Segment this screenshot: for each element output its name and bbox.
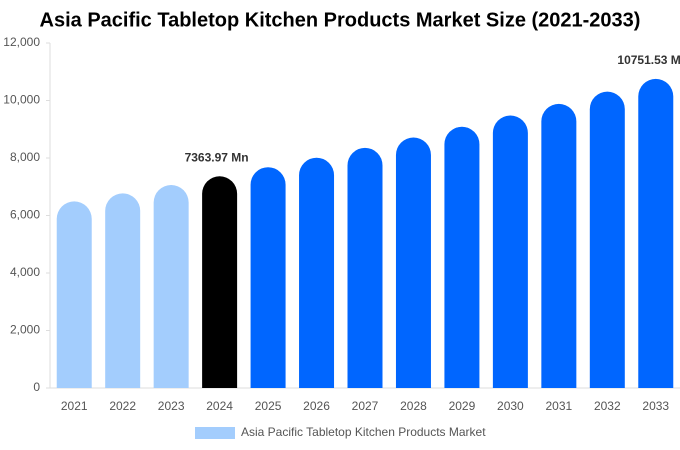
x-tick-label: 2032 xyxy=(594,399,621,413)
y-tick-label: 4,000 xyxy=(10,265,40,279)
x-tick-label: 2026 xyxy=(303,399,330,413)
x-tick-label: 2021 xyxy=(61,399,88,413)
bar xyxy=(299,157,335,388)
x-tick-label: 2027 xyxy=(352,399,379,413)
y-tick-label: 12,000 xyxy=(3,35,40,49)
y-tick-label: 0 xyxy=(33,380,40,394)
value-label: 7363.97 Mn xyxy=(185,150,249,164)
bar xyxy=(347,147,383,388)
bar xyxy=(105,193,141,388)
x-tick-label: 2031 xyxy=(545,399,572,413)
bar xyxy=(153,185,189,388)
legend-swatch xyxy=(195,427,235,439)
x-tick-label: 2028 xyxy=(400,399,427,413)
bar xyxy=(638,78,674,389)
bar xyxy=(589,91,625,389)
value-label: 10751.53 Mn xyxy=(617,53,680,67)
x-tick-label: 2030 xyxy=(497,399,524,413)
bar xyxy=(395,137,431,388)
legend-label: Asia Pacific Tabletop Kitchen Products M… xyxy=(241,425,486,439)
bar xyxy=(444,126,480,388)
y-tick-label: 10,000 xyxy=(3,93,40,107)
x-tick-label: 2022 xyxy=(109,399,136,413)
x-tick-label: 2029 xyxy=(449,399,476,413)
bar xyxy=(250,167,286,388)
bar xyxy=(202,176,238,388)
chart-title: Asia Pacific Tabletop Kitchen Products M… xyxy=(40,9,641,31)
y-tick-label: 2,000 xyxy=(10,323,40,337)
y-tick-label: 8,000 xyxy=(10,150,40,164)
x-tick-label: 2024 xyxy=(206,399,233,413)
bar xyxy=(541,103,577,389)
x-tick-label: 2033 xyxy=(642,399,669,413)
bar xyxy=(56,201,92,388)
bar xyxy=(492,115,528,388)
y-tick-label: 6,000 xyxy=(10,208,40,222)
x-tick-label: 2025 xyxy=(255,399,282,413)
x-tick-label: 2023 xyxy=(158,399,185,413)
